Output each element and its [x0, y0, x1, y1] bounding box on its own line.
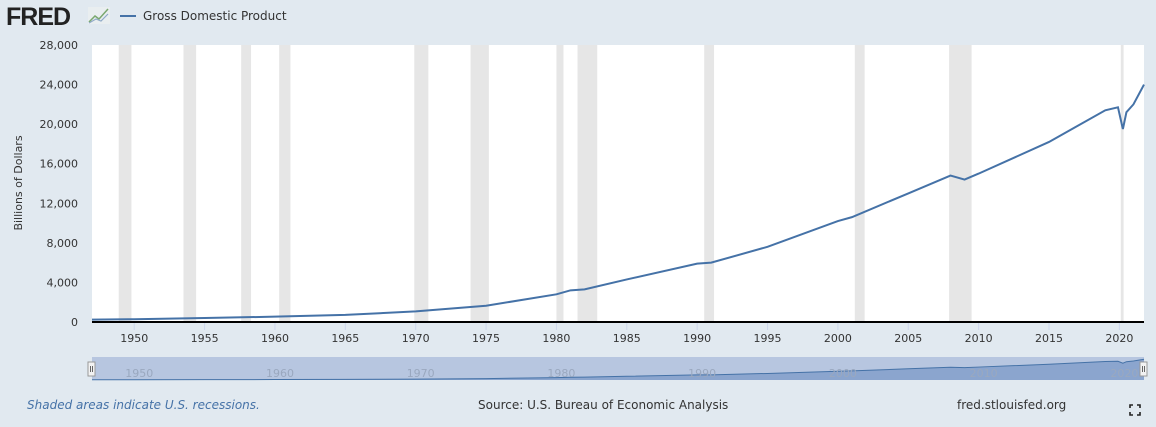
- x-tick-label: 2020: [1105, 332, 1133, 345]
- recession-band: [854, 45, 865, 322]
- x-tick-label: 2010: [965, 332, 993, 345]
- navigator-tick-label: 2020: [1110, 367, 1138, 380]
- x-tick-label: 1970: [402, 332, 430, 345]
- fullscreen-icon[interactable]: [1129, 404, 1141, 416]
- navigator-tick-label: 1960: [266, 367, 294, 380]
- x-tick-label: 1975: [472, 332, 500, 345]
- x-tick-label: 2015: [1035, 332, 1063, 345]
- recession-band: [577, 45, 598, 322]
- x-tick-label: 1950: [120, 332, 148, 345]
- y-tick-label: 0: [71, 316, 78, 329]
- legend-swatch: [120, 15, 136, 17]
- y-tick-label: 24,000: [40, 79, 79, 92]
- navigator-handle-left[interactable]: [87, 361, 96, 377]
- navigator-series-area: [92, 359, 1144, 380]
- y-tick-label: 20,000: [40, 118, 79, 131]
- recession-band: [241, 45, 252, 322]
- navigator-tick-label: 1990: [688, 367, 716, 380]
- recession-band: [704, 45, 715, 322]
- navigator-tick-label: 2000: [829, 367, 857, 380]
- gdp-series-line: [91, 84, 1145, 321]
- fred-logo[interactable]: FRED: [6, 3, 71, 31]
- recession-band: [118, 45, 132, 322]
- legend-label: Gross Domestic Product: [143, 9, 287, 23]
- y-axis-title: Billions of Dollars: [12, 135, 25, 230]
- site-link[interactable]: fred.stlouisfed.org: [957, 398, 1067, 412]
- recession-band: [556, 45, 564, 322]
- y-tick-label: 12,000: [40, 197, 79, 210]
- x-tick-label: 1965: [331, 332, 359, 345]
- x-tick-label: 1985: [613, 332, 641, 345]
- legend-item[interactable]: Gross Domestic Product: [120, 9, 287, 23]
- recession-band: [414, 45, 429, 322]
- x-tick-label: 1980: [542, 332, 570, 345]
- recession-band: [279, 45, 291, 322]
- recession-note: Shaded areas indicate U.S. recessions.: [27, 398, 260, 412]
- y-tick-label: 28,000: [40, 39, 79, 52]
- x-tick-label: 1960: [261, 332, 289, 345]
- source-text: Source: U.S. Bureau of Economic Analysis: [478, 398, 729, 412]
- y-tick-label: 8,000: [47, 237, 79, 250]
- x-tick-label: 1990: [683, 332, 711, 345]
- navigator-tick-label: 1970: [407, 367, 435, 380]
- recession-band: [1120, 45, 1124, 322]
- navigator-tick-label: 1980: [547, 367, 575, 380]
- y-tick-label: 4,000: [47, 276, 79, 289]
- recession-band: [470, 45, 489, 322]
- recession-band: [949, 45, 972, 322]
- navigator-tick-label: 1950: [125, 367, 153, 380]
- x-tick-label: 1995: [754, 332, 782, 345]
- navigator-tick-label: 2010: [970, 367, 998, 380]
- navigator-handle-right[interactable]: [1139, 361, 1148, 377]
- x-tick-label: 1955: [191, 332, 219, 345]
- navigator-series-line: [91, 358, 1145, 381]
- y-tick-label: 16,000: [40, 158, 79, 171]
- x-tick-label: 2005: [894, 332, 922, 345]
- recession-band: [183, 45, 197, 322]
- x-tick-label: 2000: [824, 332, 852, 345]
